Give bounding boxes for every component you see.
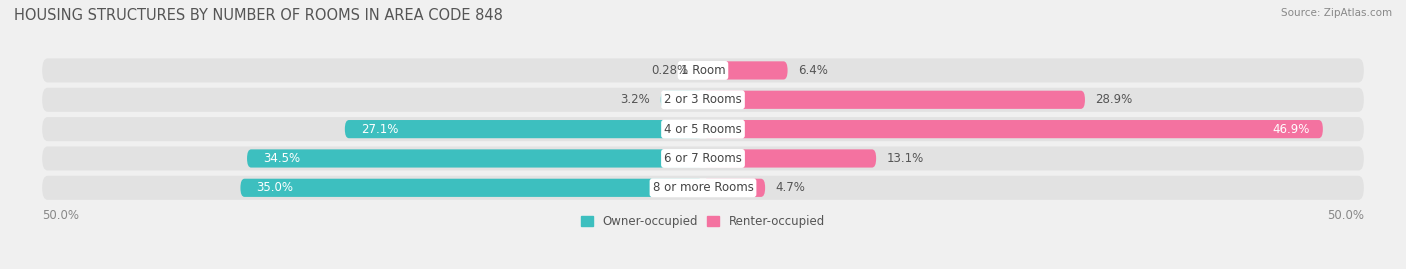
Text: 13.1%: 13.1% [887,152,924,165]
Text: 28.9%: 28.9% [1095,93,1133,106]
Text: 1 Room: 1 Room [681,64,725,77]
FancyBboxPatch shape [42,88,1364,112]
Text: 6.4%: 6.4% [799,64,828,77]
Text: Source: ZipAtlas.com: Source: ZipAtlas.com [1281,8,1392,18]
Text: 6 or 7 Rooms: 6 or 7 Rooms [664,152,742,165]
Text: 35.0%: 35.0% [256,181,294,194]
FancyBboxPatch shape [661,91,703,109]
Text: 4 or 5 Rooms: 4 or 5 Rooms [664,123,742,136]
Legend: Owner-occupied, Renter-occupied: Owner-occupied, Renter-occupied [576,211,830,233]
FancyBboxPatch shape [42,176,1364,200]
Text: 0.28%: 0.28% [651,64,689,77]
FancyBboxPatch shape [703,61,787,80]
FancyBboxPatch shape [344,120,703,138]
FancyBboxPatch shape [240,179,703,197]
Text: 34.5%: 34.5% [263,152,299,165]
Text: 2 or 3 Rooms: 2 or 3 Rooms [664,93,742,106]
FancyBboxPatch shape [42,58,1364,83]
FancyBboxPatch shape [247,149,703,168]
Text: 3.2%: 3.2% [620,93,650,106]
FancyBboxPatch shape [703,149,876,168]
Text: 46.9%: 46.9% [1272,123,1309,136]
FancyBboxPatch shape [703,179,765,197]
Text: 50.0%: 50.0% [1327,209,1364,222]
Text: 4.7%: 4.7% [776,181,806,194]
FancyBboxPatch shape [703,120,1323,138]
FancyBboxPatch shape [703,91,1085,109]
FancyBboxPatch shape [42,117,1364,141]
FancyBboxPatch shape [42,146,1364,171]
Text: 50.0%: 50.0% [42,209,79,222]
Text: 27.1%: 27.1% [361,123,398,136]
Text: 8 or more Rooms: 8 or more Rooms [652,181,754,194]
Text: HOUSING STRUCTURES BY NUMBER OF ROOMS IN AREA CODE 848: HOUSING STRUCTURES BY NUMBER OF ROOMS IN… [14,8,503,23]
FancyBboxPatch shape [699,61,703,80]
